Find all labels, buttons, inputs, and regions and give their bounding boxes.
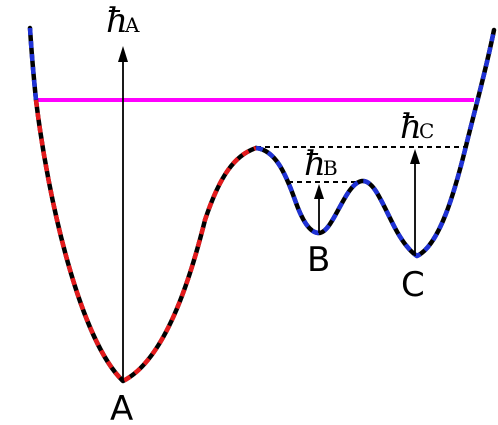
height-label-b: ħ B xyxy=(304,144,338,184)
curve-outline-left xyxy=(27,25,259,384)
minimum-label-a: A xyxy=(110,389,133,425)
height-arrow-b xyxy=(314,184,324,233)
curve-blue-basins-bc xyxy=(255,29,497,259)
svg-text:A: A xyxy=(124,13,140,37)
curve-blue-left-top xyxy=(27,27,39,101)
svg-text:C: C xyxy=(419,119,434,143)
height-label-c: ħ C xyxy=(400,107,434,147)
svg-text:ħ: ħ xyxy=(106,1,128,41)
svg-text:ħ: ħ xyxy=(400,107,422,147)
minimum-label-c: C xyxy=(401,265,425,305)
height-arrow-a xyxy=(118,46,128,381)
landscape-curve xyxy=(27,25,497,384)
curve-red-basin-a xyxy=(33,99,257,384)
curve-outline-right xyxy=(253,27,497,259)
minimum-label-b: B xyxy=(307,240,330,280)
svg-text:B: B xyxy=(323,156,338,180)
height-arrow-c xyxy=(410,149,420,256)
height-label-a: ħ A xyxy=(106,1,140,41)
svg-text:ħ: ħ xyxy=(304,144,326,184)
